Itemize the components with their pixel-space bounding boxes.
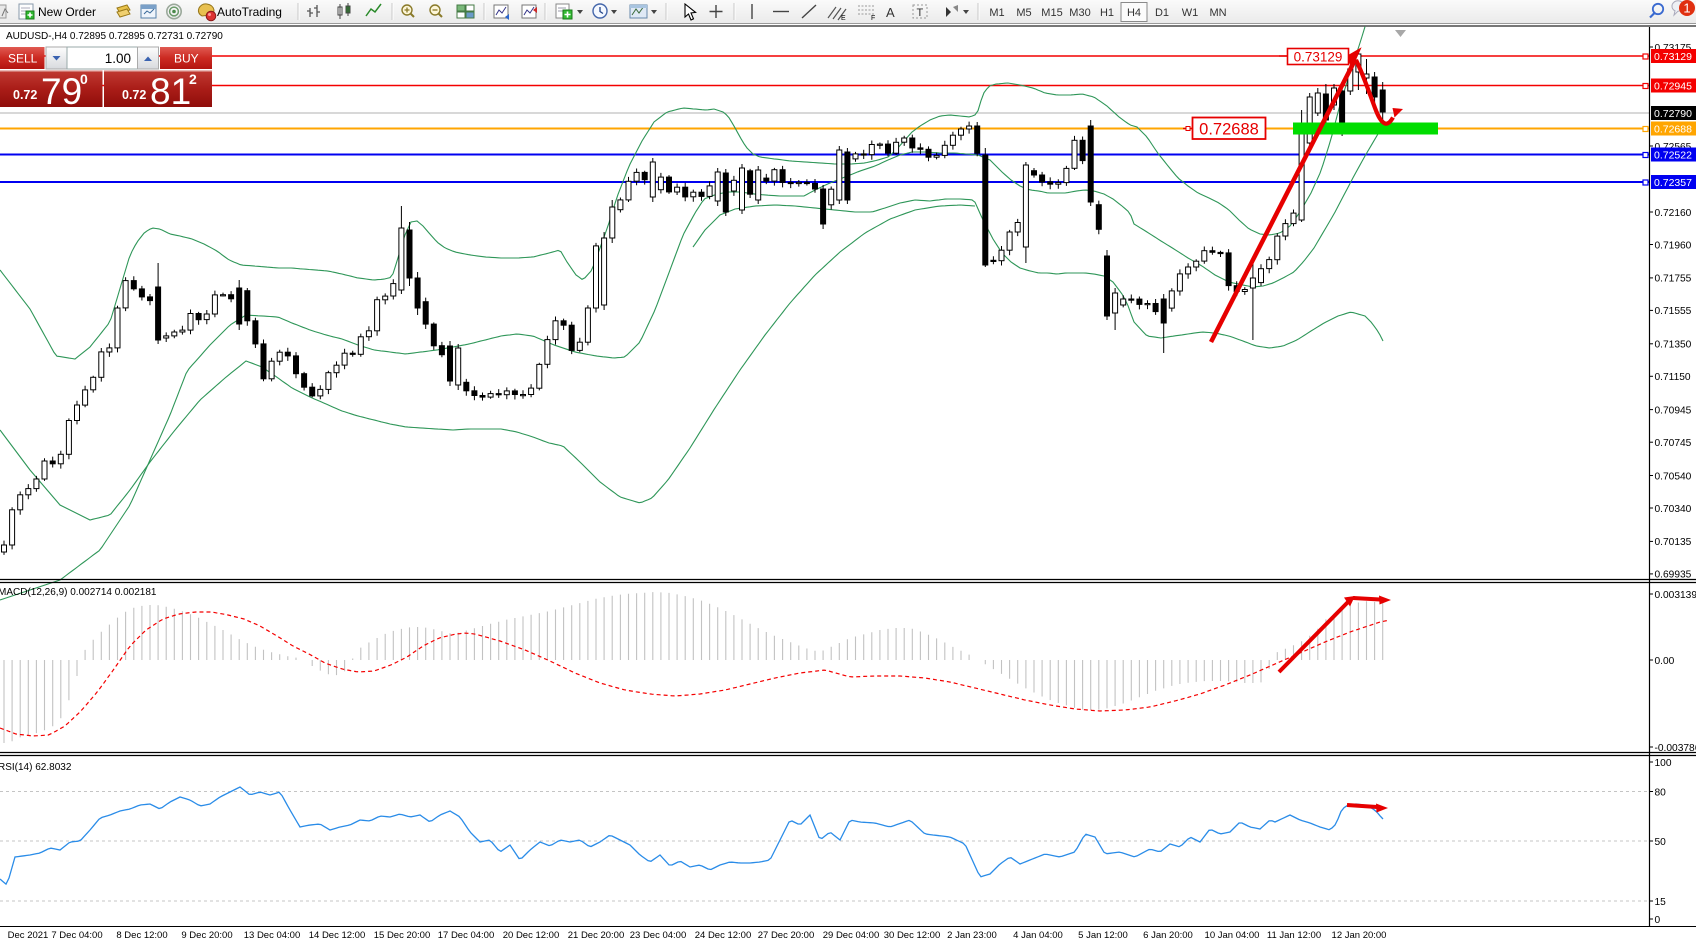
- svg-text:0.003139: 0.003139: [1655, 590, 1696, 601]
- svg-text:0.69935: 0.69935: [1655, 570, 1692, 581]
- svg-text:30 Dec 12:00: 30 Dec 12:00: [884, 930, 941, 940]
- svg-text:5 Jan 12:00: 5 Jan 12:00: [1078, 930, 1128, 940]
- svg-text:0.71555: 0.71555: [1655, 306, 1692, 317]
- svg-text:27 Dec 20:00: 27 Dec 20:00: [758, 930, 815, 940]
- svg-text:13 Dec 04:00: 13 Dec 04:00: [244, 930, 301, 940]
- svg-text:6 Jan 20:00: 6 Jan 20:00: [1143, 930, 1193, 940]
- svg-text:0.71755: 0.71755: [1655, 274, 1692, 285]
- svg-text:15: 15: [1655, 897, 1667, 908]
- svg-text:0.70135: 0.70135: [1655, 537, 1692, 548]
- svg-text:11 Jan 12:00: 11 Jan 12:00: [1267, 930, 1321, 940]
- svg-text:1: 1: [1683, 1, 1690, 16]
- svg-text:29 Dec 04:00: 29 Dec 04:00: [823, 930, 880, 940]
- svg-text:0.71960: 0.71960: [1655, 240, 1692, 251]
- svg-text:Dec 2021: Dec 2021: [8, 930, 49, 940]
- svg-text:D1: D1: [1155, 7, 1169, 19]
- svg-text:79: 79: [41, 71, 82, 112]
- svg-text:SELL: SELL: [8, 52, 38, 66]
- svg-text:MACD(12,26,9) 0.002714 0.00218: MACD(12,26,9) 0.002714 0.002181: [0, 587, 157, 598]
- svg-text:W1: W1: [1182, 7, 1199, 19]
- svg-text:0.72565: 0.72565: [1655, 142, 1692, 153]
- svg-text:15 Dec 20:00: 15 Dec 20:00: [374, 930, 431, 940]
- svg-text:RSI(14) 62.8032: RSI(14) 62.8032: [0, 762, 72, 773]
- svg-text:0.71350: 0.71350: [1655, 340, 1692, 351]
- svg-text:AutoTrading: AutoTrading: [217, 5, 282, 19]
- svg-text:E: E: [841, 15, 846, 22]
- svg-text:M30: M30: [1069, 7, 1090, 19]
- svg-text:BUY: BUY: [174, 52, 199, 66]
- svg-text:0.73129: 0.73129: [1654, 51, 1692, 63]
- svg-text:0.72688: 0.72688: [1199, 121, 1259, 139]
- svg-text:MN: MN: [1209, 7, 1226, 19]
- svg-text:80: 80: [1655, 787, 1667, 798]
- svg-text:50: 50: [1655, 837, 1667, 848]
- svg-text:0.70945: 0.70945: [1655, 405, 1692, 416]
- svg-text:81: 81: [150, 71, 191, 112]
- svg-text:24 Dec 12:00: 24 Dec 12:00: [695, 930, 752, 940]
- svg-text:20 Dec 12:00: 20 Dec 12:00: [503, 930, 560, 940]
- svg-text:14 Dec 12:00: 14 Dec 12:00: [309, 930, 366, 940]
- svg-text:9 Dec 20:00: 9 Dec 20:00: [181, 930, 232, 940]
- svg-text:7 Dec 04:00: 7 Dec 04:00: [51, 930, 102, 940]
- svg-text:H4: H4: [1127, 7, 1141, 19]
- svg-text:-0.003786: -0.003786: [1655, 743, 1696, 754]
- svg-text:0.73175: 0.73175: [1655, 43, 1692, 54]
- svg-text:0.70745: 0.70745: [1655, 438, 1692, 449]
- svg-text:0.72522: 0.72522: [1654, 150, 1692, 162]
- svg-text:10 Jan 04:00: 10 Jan 04:00: [1205, 930, 1260, 940]
- svg-text:0.72688: 0.72688: [1654, 124, 1692, 136]
- svg-text:0.00: 0.00: [1655, 656, 1675, 667]
- svg-text:0.72160: 0.72160: [1655, 208, 1692, 219]
- svg-text:0.71150: 0.71150: [1655, 372, 1691, 383]
- svg-text:M5: M5: [1016, 7, 1031, 19]
- svg-text:F: F: [871, 15, 875, 22]
- svg-text:H1: H1: [1100, 7, 1114, 19]
- svg-text:A: A: [886, 5, 895, 20]
- svg-text:0.72: 0.72: [13, 88, 37, 102]
- svg-text:M15: M15: [1041, 7, 1062, 19]
- svg-text:17 Dec 04:00: 17 Dec 04:00: [438, 930, 495, 940]
- svg-text:23 Dec 04:00: 23 Dec 04:00: [630, 930, 687, 940]
- svg-text:0: 0: [80, 71, 88, 87]
- svg-text:100: 100: [1655, 758, 1672, 769]
- svg-text:0.72357: 0.72357: [1654, 177, 1692, 189]
- svg-text:8 Dec 12:00: 8 Dec 12:00: [116, 930, 167, 940]
- svg-text:12 Jan 20:00: 12 Jan 20:00: [1332, 930, 1387, 940]
- svg-text:21 Dec 20:00: 21 Dec 20:00: [568, 930, 625, 940]
- svg-text:2: 2: [189, 71, 197, 87]
- svg-text:0.70540: 0.70540: [1655, 471, 1692, 482]
- svg-text:0.70340: 0.70340: [1655, 504, 1692, 515]
- svg-text:0: 0: [1655, 915, 1661, 926]
- svg-text:0.72790: 0.72790: [1654, 108, 1692, 120]
- svg-text:1.00: 1.00: [105, 51, 131, 66]
- svg-text:New Order: New Order: [38, 5, 96, 19]
- svg-text:4 Jan 04:00: 4 Jan 04:00: [1013, 930, 1063, 940]
- svg-text:M1: M1: [989, 7, 1004, 19]
- svg-text:0.72945: 0.72945: [1654, 81, 1692, 93]
- svg-text:0.73129: 0.73129: [1294, 50, 1343, 65]
- svg-text:2 Jan 23:00: 2 Jan 23:00: [947, 930, 997, 940]
- svg-text:0.72: 0.72: [122, 88, 146, 102]
- svg-text:T: T: [917, 7, 924, 19]
- svg-text:AUDUSD-,H4 0.72895 0.72895 0.: AUDUSD-,H4 0.72895 0.72895 0.72731 0.727…: [6, 31, 223, 42]
